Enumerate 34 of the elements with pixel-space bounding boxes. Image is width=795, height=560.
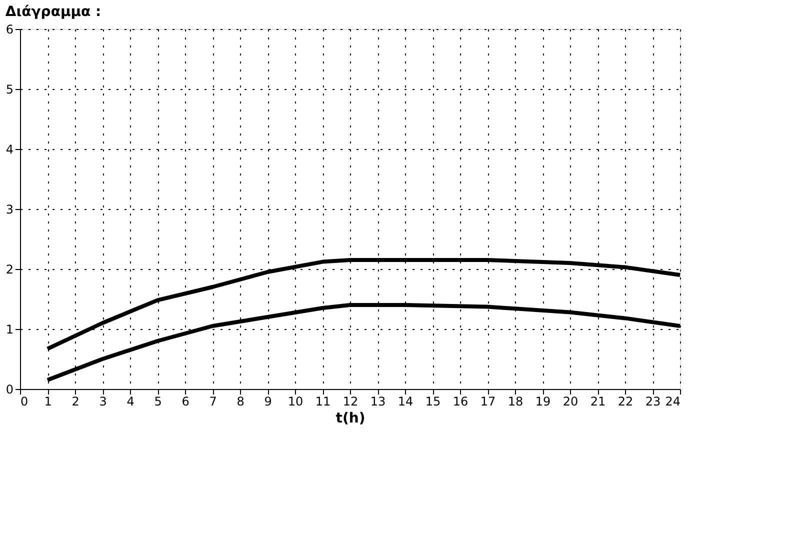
x-tick-label: 3: [99, 394, 107, 408]
y-tick-label: 1: [6, 322, 14, 336]
x-tick-label: 8: [236, 394, 244, 408]
x-tick-label: 15: [425, 394, 441, 408]
x-tick-label: 14: [398, 394, 414, 408]
x-tick-label: 22: [618, 394, 634, 408]
x-axis-title: t(h): [336, 410, 366, 426]
x-tick-label: 17: [480, 394, 496, 408]
x-tick-label: 6: [182, 394, 190, 408]
x-tick-label: 21: [590, 394, 606, 408]
x-tick-label: 13: [370, 394, 386, 408]
x-tick-label: 10: [288, 394, 304, 408]
x-tick-label: 1: [44, 394, 52, 408]
y-tick-label: 4: [6, 142, 14, 156]
y-tick-label: 5: [6, 82, 14, 96]
x-tick-label: 4: [126, 394, 134, 408]
x-tick-label: 19: [535, 394, 551, 408]
x-tick-label: 0: [20, 394, 28, 408]
x-tick-label: 12: [342, 394, 358, 408]
x-tick-label: 11: [315, 394, 331, 408]
x-tick-label: 23: [645, 394, 661, 408]
y-tick-label: 0: [6, 382, 14, 396]
y-tick-label: 6: [6, 22, 14, 36]
x-tick-label: 9: [264, 394, 272, 408]
x-tick-label: 2: [72, 394, 80, 408]
chart-title: Διάγραμμα :: [5, 4, 102, 20]
x-tick-label: 5: [154, 394, 162, 408]
x-tick-label: 18: [508, 394, 524, 408]
x-tick-label: 24: [665, 394, 680, 408]
x-tick-label: 7: [209, 394, 217, 408]
y-tick-label: 3: [6, 202, 14, 216]
x-tick-label: 20: [562, 394, 578, 408]
x-tick-label: 16: [452, 394, 468, 408]
y-tick-label: 2: [6, 262, 14, 276]
